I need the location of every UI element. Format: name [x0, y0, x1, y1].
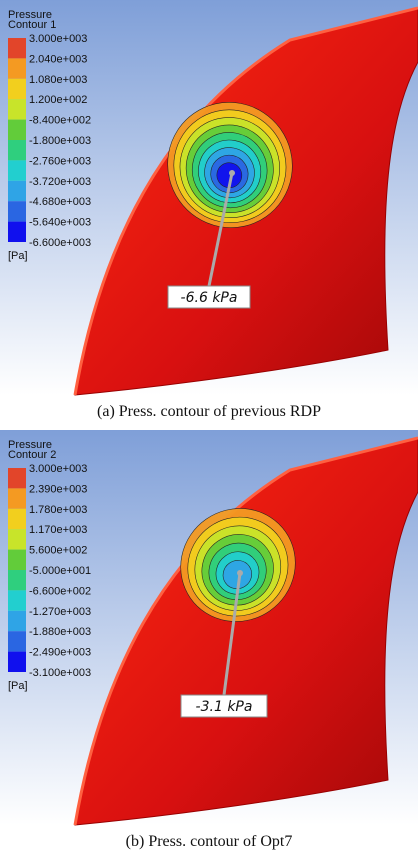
legend-label: -4.680e+003 — [29, 196, 91, 208]
annotation-box — [180, 694, 268, 718]
legend-label: -3.720e+003 — [29, 176, 91, 188]
legend-label: -1.800e+003 — [29, 135, 91, 147]
annotation-text: -6.6 kPa — [181, 290, 238, 306]
legend-swatch — [8, 651, 26, 672]
legend-swatch — [8, 631, 26, 652]
legend-label: -2.490e+003 — [29, 647, 91, 659]
legend-unit: [Pa] — [8, 250, 28, 262]
legend-subtitle: Contour 1 — [8, 19, 56, 31]
contour-band — [216, 162, 243, 189]
caption: (a) Press. contour of previous RDP — [97, 403, 321, 420]
legend-swatch — [8, 119, 26, 140]
legend-label: 2.390e+003 — [29, 483, 87, 495]
annotation-text: -3.1 kPa — [196, 699, 253, 715]
legend-swatch — [8, 221, 26, 242]
legend-swatch — [8, 468, 26, 489]
legend-swatch — [8, 529, 26, 550]
legend-label: 1.780e+003 — [29, 504, 87, 516]
surface-rim — [73, 436, 418, 826]
legend-label: 1.080e+003 — [29, 74, 87, 86]
caption: (b) Press. contour of Opt7 — [126, 833, 293, 850]
legend-swatch — [8, 570, 26, 591]
legend-label: 3.000e+003 — [29, 463, 87, 475]
legend-label: 1.170e+003 — [29, 524, 87, 536]
annotation-arrow — [207, 172, 234, 287]
legend-swatch — [8, 160, 26, 181]
surface-rim — [73, 6, 418, 396]
legend-label: 5.600e+002 — [29, 545, 87, 557]
legend-label: -3.100e+003 — [29, 667, 91, 679]
legend-title: Pressure — [8, 9, 52, 21]
legend-swatch — [8, 488, 26, 509]
legend-title: Pressure — [8, 439, 52, 451]
legend-swatch — [8, 610, 26, 632]
legend-label: -2.760e+003 — [29, 155, 91, 167]
legend-swatch — [8, 140, 26, 161]
legend-swatch — [8, 38, 26, 59]
legend-label: -8.400e+002 — [29, 115, 91, 127]
legend-label: -5.000e+001 — [29, 565, 91, 577]
legend-label: -6.600e+002 — [29, 585, 91, 597]
legend-label: 3.000e+003 — [29, 33, 87, 45]
legend-swatch — [8, 508, 26, 530]
legend-label: -1.880e+003 — [29, 626, 91, 638]
legend-label: 2.040e+003 — [29, 53, 87, 65]
legend-swatch — [8, 201, 26, 222]
legend-swatch — [8, 99, 26, 120]
legend-swatch — [8, 180, 26, 202]
contour-band — [222, 560, 253, 590]
annotation-tip — [229, 170, 235, 176]
legend-label: -6.600e+003 — [29, 237, 91, 249]
annotation-arrow — [222, 572, 242, 696]
legend-swatch — [8, 549, 26, 570]
legend-label: -5.640e+003 — [29, 217, 91, 229]
legend-unit: [Pa] — [8, 680, 28, 692]
legend-subtitle: Contour 2 — [8, 449, 56, 461]
annotation-tip — [237, 570, 243, 576]
legend-swatch — [8, 58, 26, 79]
legend-swatch — [8, 590, 26, 611]
legend-swatch — [8, 78, 26, 100]
legend-label: 1.200e+002 — [29, 94, 87, 106]
annotation-box — [167, 285, 251, 309]
legend-label: -1.270e+003 — [29, 606, 91, 618]
